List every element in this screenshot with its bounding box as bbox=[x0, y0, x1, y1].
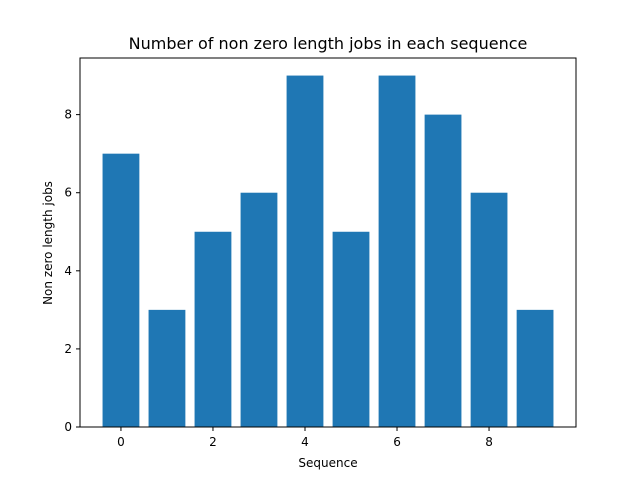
x-tick-label-2: 2 bbox=[209, 435, 217, 449]
chart-title: Number of non zero length jobs in each s… bbox=[129, 34, 528, 53]
y-tick-label-8: 8 bbox=[64, 108, 72, 122]
x-tick-label-4: 4 bbox=[301, 435, 309, 449]
bar-4 bbox=[286, 75, 324, 427]
y-tick-label-0: 0 bbox=[64, 420, 72, 434]
bar-2 bbox=[194, 231, 232, 427]
plot-area: 0 2 4 6 8 0 2 4 6 8 bbox=[64, 57, 577, 449]
bar-8 bbox=[470, 192, 508, 427]
x-tick-label-6: 6 bbox=[393, 435, 401, 449]
y-tick-label-4: 4 bbox=[64, 264, 72, 278]
x-tick-label-8: 8 bbox=[485, 435, 493, 449]
y-tick-label-6: 6 bbox=[64, 186, 72, 200]
bar-6 bbox=[378, 75, 416, 427]
bar-1 bbox=[148, 309, 186, 427]
bar-3 bbox=[240, 192, 278, 427]
bar-0 bbox=[102, 153, 140, 428]
x-tick-label-0: 0 bbox=[117, 435, 125, 449]
bar-9 bbox=[516, 309, 554, 427]
axes-frame bbox=[79, 57, 577, 428]
bar-7 bbox=[424, 114, 462, 428]
x-axis-label: Sequence bbox=[298, 456, 357, 470]
bar-5 bbox=[332, 231, 370, 427]
y-axis-label: Non zero length jobs bbox=[41, 181, 55, 305]
y-tick-label-2: 2 bbox=[64, 342, 72, 356]
